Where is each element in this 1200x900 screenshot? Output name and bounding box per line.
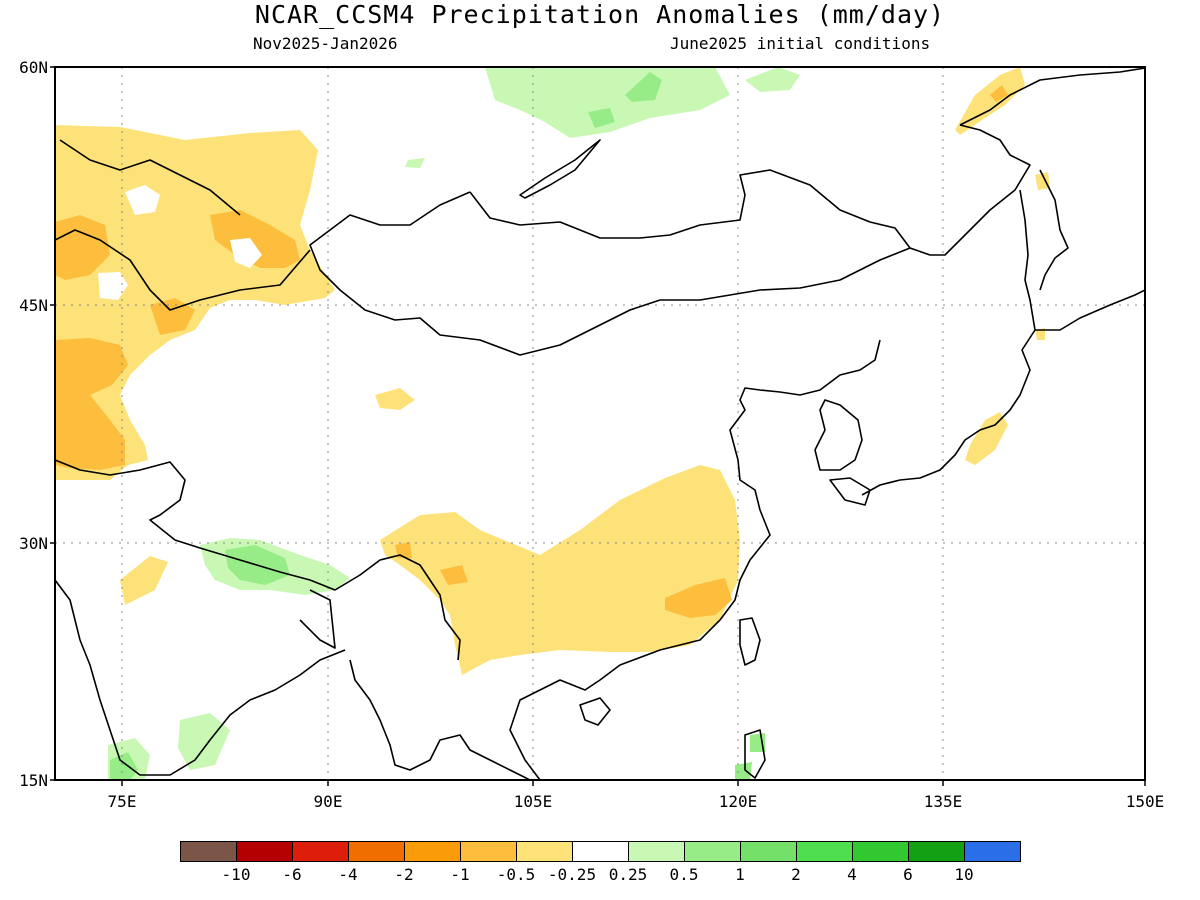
colorbar-swatch bbox=[460, 841, 517, 862]
colorbar-swatch bbox=[292, 841, 349, 862]
lat-label-60n: 60N bbox=[19, 58, 48, 77]
colorbar-label: 10 bbox=[954, 865, 974, 884]
colorbar-swatch bbox=[908, 841, 965, 862]
colorbar-swatch bbox=[852, 841, 909, 862]
colorbar-label: 0.5 bbox=[669, 865, 699, 884]
colorbar-label: -1 bbox=[450, 865, 470, 884]
colorbar-label: 4 bbox=[847, 865, 857, 884]
lat-label-45n: 45N bbox=[19, 296, 48, 315]
lon-label-105e: 105E bbox=[513, 792, 553, 811]
colorbar-label: -10 bbox=[221, 865, 251, 884]
lat-label-15n: 15N bbox=[19, 771, 48, 790]
colorbar-swatch bbox=[404, 841, 461, 862]
anomaly-wet-siberia bbox=[485, 67, 730, 138]
lon-label-135e: 135E bbox=[923, 792, 963, 811]
colorbar-label: 0.25 bbox=[608, 865, 648, 884]
colorbar-swatch bbox=[516, 841, 573, 862]
lon-label-150e: 150E bbox=[1125, 792, 1165, 811]
coastlines-and-borders bbox=[55, 67, 1145, 780]
anomaly-dry-south-china bbox=[380, 465, 740, 675]
colorbar-swatch bbox=[796, 841, 853, 862]
lon-label-90e: 90E bbox=[313, 792, 343, 811]
colorbar-swatch bbox=[628, 841, 685, 862]
colorbar-swatch bbox=[740, 841, 797, 862]
grid-lines bbox=[55, 67, 1145, 780]
lon-label-75e: 75E bbox=[107, 792, 137, 811]
map-frame bbox=[54, 66, 1146, 781]
colorbar-swatch bbox=[964, 841, 1021, 862]
colorbar-swatch bbox=[348, 841, 405, 862]
initial-conditions: June2025 initial conditions bbox=[670, 34, 931, 53]
colorbar-swatch bbox=[572, 841, 629, 862]
lat-label-30n: 30N bbox=[19, 534, 48, 553]
colorbar-label: 6 bbox=[903, 865, 913, 884]
colorbar-label: -0.5 bbox=[496, 865, 536, 884]
colorbar-swatch bbox=[684, 841, 741, 862]
colorbar-label: 2 bbox=[791, 865, 801, 884]
colorbar-label: -0.25 bbox=[547, 865, 597, 884]
axis-ticks bbox=[50, 66, 1146, 786]
colorbar-label: 1 bbox=[735, 865, 745, 884]
forecast-period: Nov2025-Jan2026 bbox=[253, 34, 398, 53]
lon-label-120e: 120E bbox=[718, 792, 758, 811]
colorbar-label: -2 bbox=[394, 865, 414, 884]
colorbar-label: -6 bbox=[282, 865, 302, 884]
map-title: NCAR_CCSM4 Precipitation Anomalies (mm/d… bbox=[254, 0, 946, 29]
colorbar-swatch bbox=[236, 841, 293, 862]
colorbar-swatch bbox=[180, 841, 237, 862]
colorbar-label: -4 bbox=[338, 865, 358, 884]
